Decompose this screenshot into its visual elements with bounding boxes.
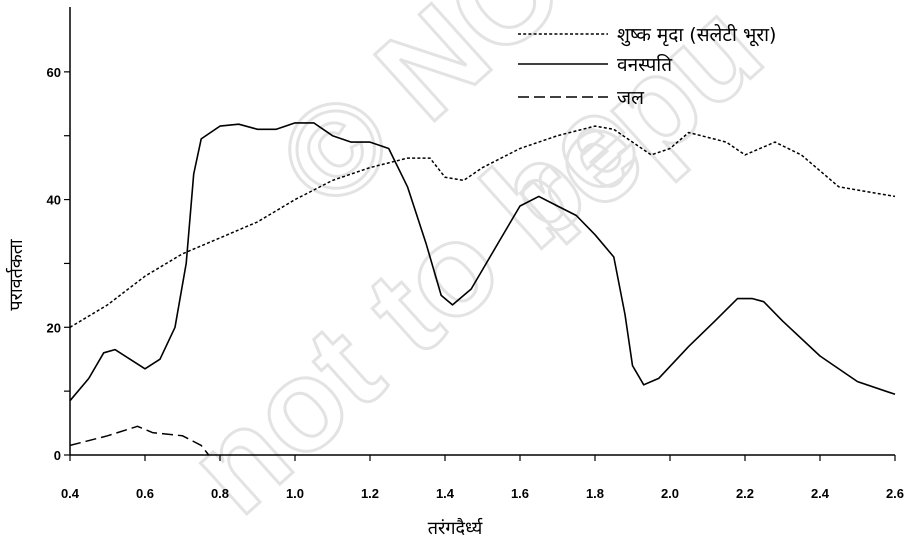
legend-label-0: शुष्क मृदा (सलेटी भूरा): [617, 23, 776, 47]
legend-label-1: वनस्पति: [617, 53, 673, 76]
x-tick-label: 2.0: [661, 486, 679, 501]
x-axis-title: तरंगदैर्ध्य: [428, 517, 484, 539]
x-tick-label: 2.4: [811, 486, 830, 501]
legend-label-2: जल: [617, 87, 645, 109]
axis-ticks: 0.4 0.6 0.8 1.0 1.2 1.4 1.6 1.8 2.0 2.2 2.4 2.6 0 20 4…: [47, 65, 905, 501]
x-tick-label: 1.8: [586, 486, 604, 501]
series-line-2: [69, 425, 210, 456]
series-lines: [69, 122, 896, 456]
x-tick-label: 1.0: [286, 486, 304, 501]
x-tick-label: 0.8: [211, 486, 229, 501]
series-line-1: [69, 122, 896, 402]
legend: शुष्क मृदा (सलेटी भूरा) वनस्पति जल: [518, 23, 776, 109]
series-line-0: [69, 125, 896, 328]
x-tick-label: 0.4: [61, 486, 80, 501]
x-tick-label: 1.4: [436, 486, 455, 501]
y-tick-label: 40: [47, 193, 61, 208]
y-axis-title: परावर्तकता: [5, 239, 27, 311]
x-tick-label: 1.6: [511, 486, 529, 501]
x-tick-label: 1.2: [361, 486, 379, 501]
y-tick-label: 20: [47, 320, 61, 335]
x-tick-label: 0.6: [136, 486, 154, 501]
y-tick-label: 0: [54, 448, 61, 463]
x-tick-label: 2.2: [736, 486, 754, 501]
x-tick-label: 2.6: [886, 486, 904, 501]
y-tick-label: 60: [47, 65, 61, 80]
chart-axes: [69, 7, 895, 456]
